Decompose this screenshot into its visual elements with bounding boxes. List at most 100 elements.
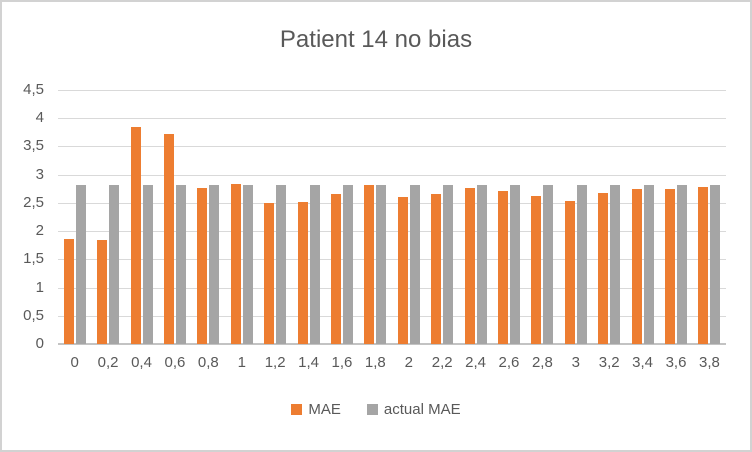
category-slot xyxy=(292,90,325,344)
legend-item-actual-mae: actual MAE xyxy=(366,401,461,418)
gridline xyxy=(58,118,726,120)
actual-mae-swatch-icon xyxy=(366,404,378,415)
bar-actual-mae xyxy=(376,184,387,344)
bar-mae xyxy=(130,127,141,344)
x-tick-label: 0 xyxy=(70,354,79,371)
bar-actual-mae xyxy=(175,184,186,344)
bar-mae xyxy=(330,193,341,344)
y-tick-label: 1 xyxy=(35,278,44,296)
category-slot xyxy=(258,90,291,344)
gridline xyxy=(58,259,726,261)
category-slot xyxy=(125,90,158,344)
x-tick-label: 0,6 xyxy=(164,354,186,371)
gridline xyxy=(58,315,726,317)
y-tick-label: 2,5 xyxy=(23,193,44,211)
bar-mae xyxy=(431,193,442,344)
bars-container xyxy=(58,90,726,344)
bar-actual-mae xyxy=(677,184,688,344)
x-axis-line xyxy=(58,343,726,345)
bar-actual-mae xyxy=(576,184,587,344)
bar-mae xyxy=(598,193,609,344)
bar-actual-mae xyxy=(610,184,621,344)
bar-actual-mae xyxy=(209,184,220,344)
bar-mae xyxy=(531,195,542,344)
x-tick-label: 3,6 xyxy=(665,354,687,371)
plot-area xyxy=(58,90,726,345)
chart-title: Patient 14 no bias xyxy=(279,26,473,53)
gridline xyxy=(58,287,726,289)
y-tick-label: 3,5 xyxy=(23,137,44,155)
category-slot xyxy=(192,90,225,344)
category-slot xyxy=(359,90,392,344)
bar-actual-mae xyxy=(710,184,721,344)
bar-mae xyxy=(631,189,642,344)
y-tick-label: 0,5 xyxy=(23,306,44,324)
bar-actual-mae xyxy=(342,184,353,344)
x-tick-label: 1,4 xyxy=(298,354,319,371)
category-slot xyxy=(559,90,592,344)
x-tick-label: 2,6 xyxy=(498,354,520,371)
x-tick-label: 3 xyxy=(571,354,580,371)
gridline xyxy=(58,146,726,148)
bar-actual-mae xyxy=(109,184,120,344)
bar-mae xyxy=(297,201,308,344)
x-axis-labels: 0 0,2 0,4 0,6 0,8 1 1,2 1,4 1,6 1,8 2 2,2 2,4 2,6 2,8 3… xyxy=(58,354,726,371)
category-slot xyxy=(526,90,559,344)
bar-actual-mae xyxy=(509,184,520,344)
category-slot xyxy=(492,90,525,344)
bar-mae xyxy=(230,183,241,344)
gridline xyxy=(58,90,726,91)
x-tick-label: 1,6 xyxy=(331,354,353,371)
category-slot xyxy=(459,90,492,344)
category-slot xyxy=(325,90,358,344)
bar-mae xyxy=(163,133,174,344)
y-axis-labels: 4,5 4 3,5 3 2,5 2 1,5 1 0,5 0 xyxy=(2,81,48,352)
legend-label-actual-mae: actual MAE xyxy=(383,401,461,418)
bar-actual-mae xyxy=(476,184,487,344)
bar-mae xyxy=(63,239,74,344)
bar-actual-mae xyxy=(276,184,287,344)
mae-swatch-icon xyxy=(291,404,303,415)
bar-actual-mae xyxy=(543,184,554,344)
bar-actual-mae xyxy=(75,184,86,344)
gridline xyxy=(58,202,726,204)
bar-actual-mae xyxy=(643,184,654,344)
bar-actual-mae xyxy=(242,184,253,344)
x-tick-label: 1,8 xyxy=(364,354,386,371)
legend: MAE actual MAE xyxy=(2,401,750,418)
bar-mae xyxy=(464,187,475,344)
x-tick-label: 3,2 xyxy=(598,354,620,371)
category-slot xyxy=(693,90,726,344)
bar-mae xyxy=(665,189,676,344)
x-tick-label: 1 xyxy=(237,354,246,371)
bar-mae xyxy=(497,191,508,344)
category-slot xyxy=(659,90,692,344)
x-tick-label: 3,8 xyxy=(698,354,720,371)
category-slot xyxy=(225,90,258,344)
x-tick-label: 2,4 xyxy=(465,354,486,371)
bar-actual-mae xyxy=(409,184,420,344)
category-slot xyxy=(91,90,124,344)
category-slot xyxy=(158,90,191,344)
bar-actual-mae xyxy=(309,184,320,344)
gridline xyxy=(58,174,726,176)
bar-mae xyxy=(397,196,408,344)
bar-mae xyxy=(264,202,275,344)
y-tick-label: 3 xyxy=(35,165,44,183)
bar-mae xyxy=(97,240,108,344)
category-slot xyxy=(425,90,458,344)
x-tick-label: 0,2 xyxy=(97,354,119,371)
legend-label-mae: MAE xyxy=(308,401,341,418)
category-slot xyxy=(626,90,659,344)
x-tick-label: 0,8 xyxy=(197,354,219,371)
x-tick-label: 2,2 xyxy=(431,354,453,371)
legend-item-mae: MAE xyxy=(291,401,341,418)
x-tick-label: 2,8 xyxy=(531,354,553,371)
x-tick-label: 0,4 xyxy=(131,354,152,371)
y-tick-label: 2 xyxy=(35,222,44,240)
category-slot xyxy=(58,90,91,344)
y-tick-label: 4,5 xyxy=(23,81,44,98)
x-tick-label: 1,2 xyxy=(264,354,286,371)
bar-mae xyxy=(197,187,208,344)
